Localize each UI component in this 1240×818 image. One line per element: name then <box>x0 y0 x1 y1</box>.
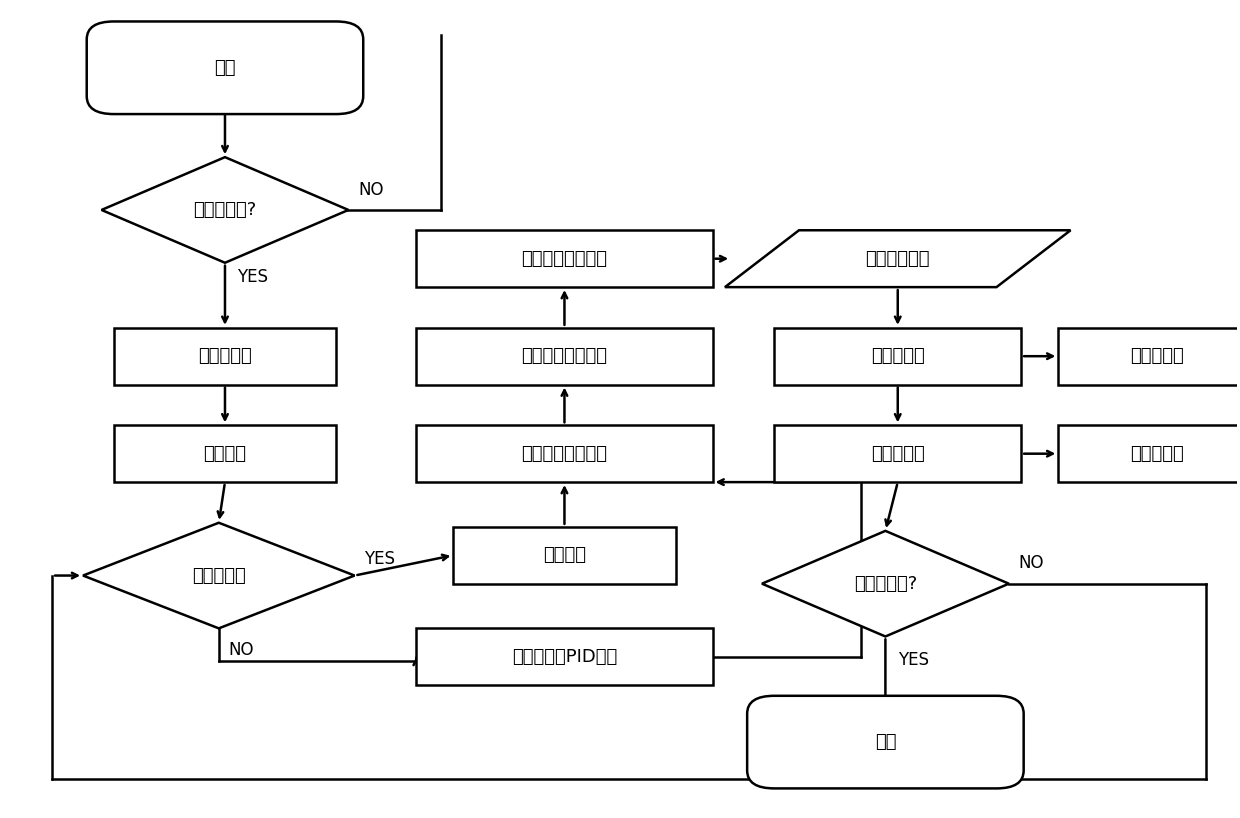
Polygon shape <box>83 523 355 628</box>
Bar <box>417 230 713 287</box>
Text: 按退出按钮?: 按退出按钮? <box>854 575 918 593</box>
Text: 电阻率显示: 电阻率显示 <box>1130 445 1184 463</box>
Bar <box>774 425 1022 482</box>
Text: 具体电压数据: 具体电压数据 <box>866 249 930 267</box>
Text: NO: NO <box>1019 555 1044 573</box>
Polygon shape <box>725 230 1070 287</box>
Text: 电压采集指令输出: 电压采集指令输出 <box>522 249 608 267</box>
Bar <box>114 425 336 482</box>
Text: 电流值计算: 电流值计算 <box>870 347 925 365</box>
Text: 电阻率计算: 电阻率计算 <box>870 445 925 463</box>
Text: YES: YES <box>898 651 929 669</box>
Text: 按开始按钮?: 按开始按钮? <box>193 201 257 219</box>
Bar <box>417 628 713 685</box>
Text: 电流值显示: 电流值显示 <box>1130 347 1184 365</box>
Bar <box>774 328 1022 384</box>
Polygon shape <box>102 157 348 263</box>
Text: 结束: 结束 <box>874 733 897 751</box>
FancyBboxPatch shape <box>87 21 363 114</box>
Text: 离散增量式PID算法: 离散增量式PID算法 <box>512 648 618 666</box>
Bar <box>1058 425 1240 482</box>
Text: 自动测量？: 自动测量？ <box>192 567 246 585</box>
Text: YES: YES <box>365 551 396 569</box>
Text: NO: NO <box>358 181 384 199</box>
Text: 开始: 开始 <box>215 59 236 77</box>
Bar <box>114 328 336 384</box>
Text: 基准电压数值输出: 基准电压数值输出 <box>522 347 608 365</box>
Text: 自动寻找: 自动寻找 <box>543 546 587 564</box>
Bar <box>417 328 713 384</box>
Text: YES: YES <box>237 268 268 286</box>
Bar <box>1058 328 1240 384</box>
FancyBboxPatch shape <box>748 696 1024 789</box>
Text: NO: NO <box>228 640 254 658</box>
Text: 基准电压数值分解: 基准电压数值分解 <box>522 445 608 463</box>
Text: 系统初始化: 系统初始化 <box>198 347 252 365</box>
Bar <box>454 527 676 584</box>
Bar <box>417 425 713 482</box>
Text: 换向处理: 换向处理 <box>203 445 247 463</box>
Polygon shape <box>761 531 1009 636</box>
